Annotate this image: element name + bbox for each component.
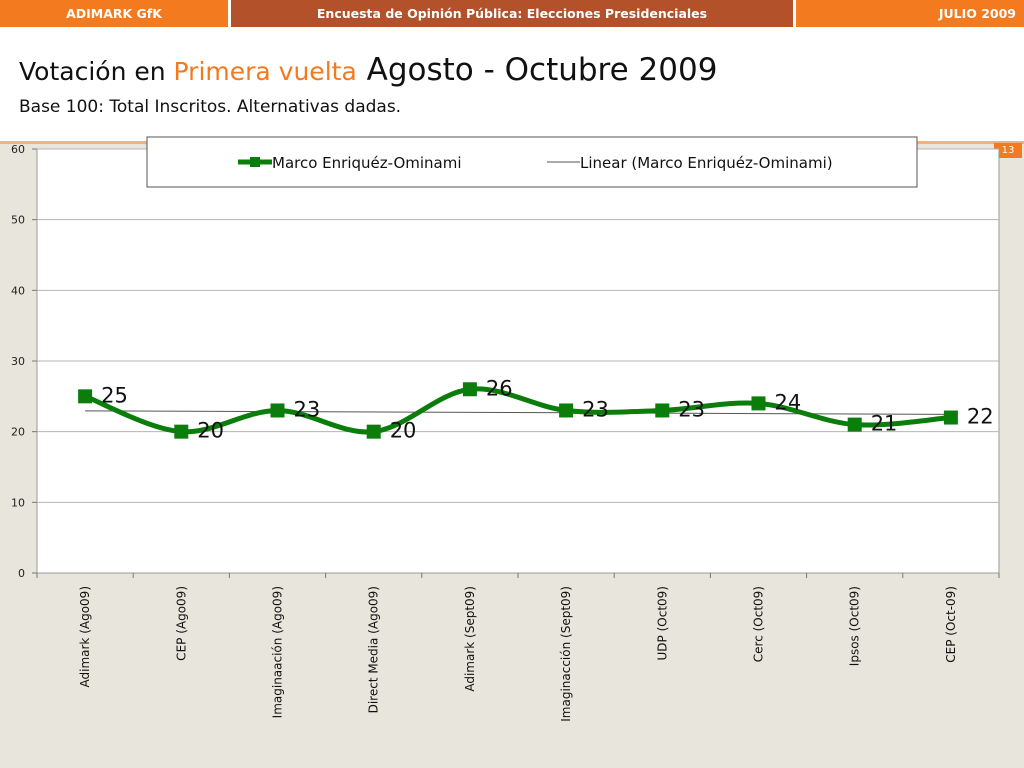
y-tick-label: 0 xyxy=(18,567,25,580)
legend-trend-label: Linear (Marco Enriquéz-Ominami) xyxy=(580,154,833,172)
x-tick-label: Imaginaación (Ago09) xyxy=(271,586,285,718)
y-tick-label: 60 xyxy=(11,143,25,156)
data-label: 23 xyxy=(582,397,609,421)
data-label: 23 xyxy=(294,397,321,421)
data-point xyxy=(943,410,958,425)
header-date-cell: JULIO 2009 xyxy=(796,0,1024,27)
legend-series-label: Marco Enriquéz-Ominami xyxy=(272,154,462,172)
data-point xyxy=(462,382,477,397)
header-survey-title: Encuesta de Opinión Pública: Elecciones … xyxy=(231,0,793,27)
data-label: 25 xyxy=(101,383,128,407)
data-label: 20 xyxy=(197,419,224,443)
data-point xyxy=(174,424,189,439)
y-tick-label: 50 xyxy=(11,214,25,227)
title-part-2: Primera vuelta xyxy=(173,57,357,86)
data-point xyxy=(78,389,93,404)
data-label: 23 xyxy=(678,397,705,421)
page-subtitle: Base 100: Total Inscritos. Alternativas … xyxy=(19,97,402,117)
legend-series-marker xyxy=(250,157,260,167)
title-area: Votación en Primera vuelta Agosto - Octu… xyxy=(0,29,1024,141)
series-line xyxy=(82,386,954,435)
y-tick-label: 40 xyxy=(11,284,25,297)
x-tick-label: Imaginacción (Sept09) xyxy=(559,586,573,722)
header-brand: ADIMARK GfK xyxy=(0,0,228,27)
x-tick-label: Cerc (Oct09) xyxy=(752,586,766,662)
data-label: 20 xyxy=(390,419,417,443)
data-label: 22 xyxy=(967,405,994,429)
data-label: 26 xyxy=(486,376,513,400)
top-header-bar: ADIMARK GfK Encuesta de Opinión Pública:… xyxy=(0,0,1024,29)
data-label: 24 xyxy=(775,390,802,414)
page-number: 13 xyxy=(994,143,1022,158)
x-tick-label: UDP (Oct09) xyxy=(655,586,669,660)
data-point xyxy=(559,403,574,418)
title-part-3: Agosto - Octubre 2009 xyxy=(356,52,718,88)
data-point xyxy=(847,417,862,432)
legend-box xyxy=(146,136,918,188)
header-date: JULIO 2009 xyxy=(938,6,1016,21)
y-tick-label: 30 xyxy=(11,355,25,368)
x-tick-label: Ipsos (Oct09) xyxy=(848,586,862,666)
data-label: 21 xyxy=(871,412,898,436)
y-tick-label: 10 xyxy=(11,496,25,509)
data-point xyxy=(655,403,670,418)
x-tick-label: Adimark (Ago09) xyxy=(78,586,92,688)
page-title: Votación en Primera vuelta Agosto - Octu… xyxy=(19,52,717,88)
data-point xyxy=(366,424,381,439)
y-tick-label: 20 xyxy=(11,426,25,439)
data-point xyxy=(270,403,285,418)
x-tick-label: CEP (Oct-09) xyxy=(944,586,958,663)
x-tick-label: CEP (Ago09) xyxy=(174,586,188,661)
x-tick-label: Adimark (Sept09) xyxy=(463,586,477,692)
x-tick-label: Direct Media (Ago09) xyxy=(367,586,381,713)
title-part-1: Votación en xyxy=(19,57,174,86)
data-point xyxy=(751,396,766,411)
